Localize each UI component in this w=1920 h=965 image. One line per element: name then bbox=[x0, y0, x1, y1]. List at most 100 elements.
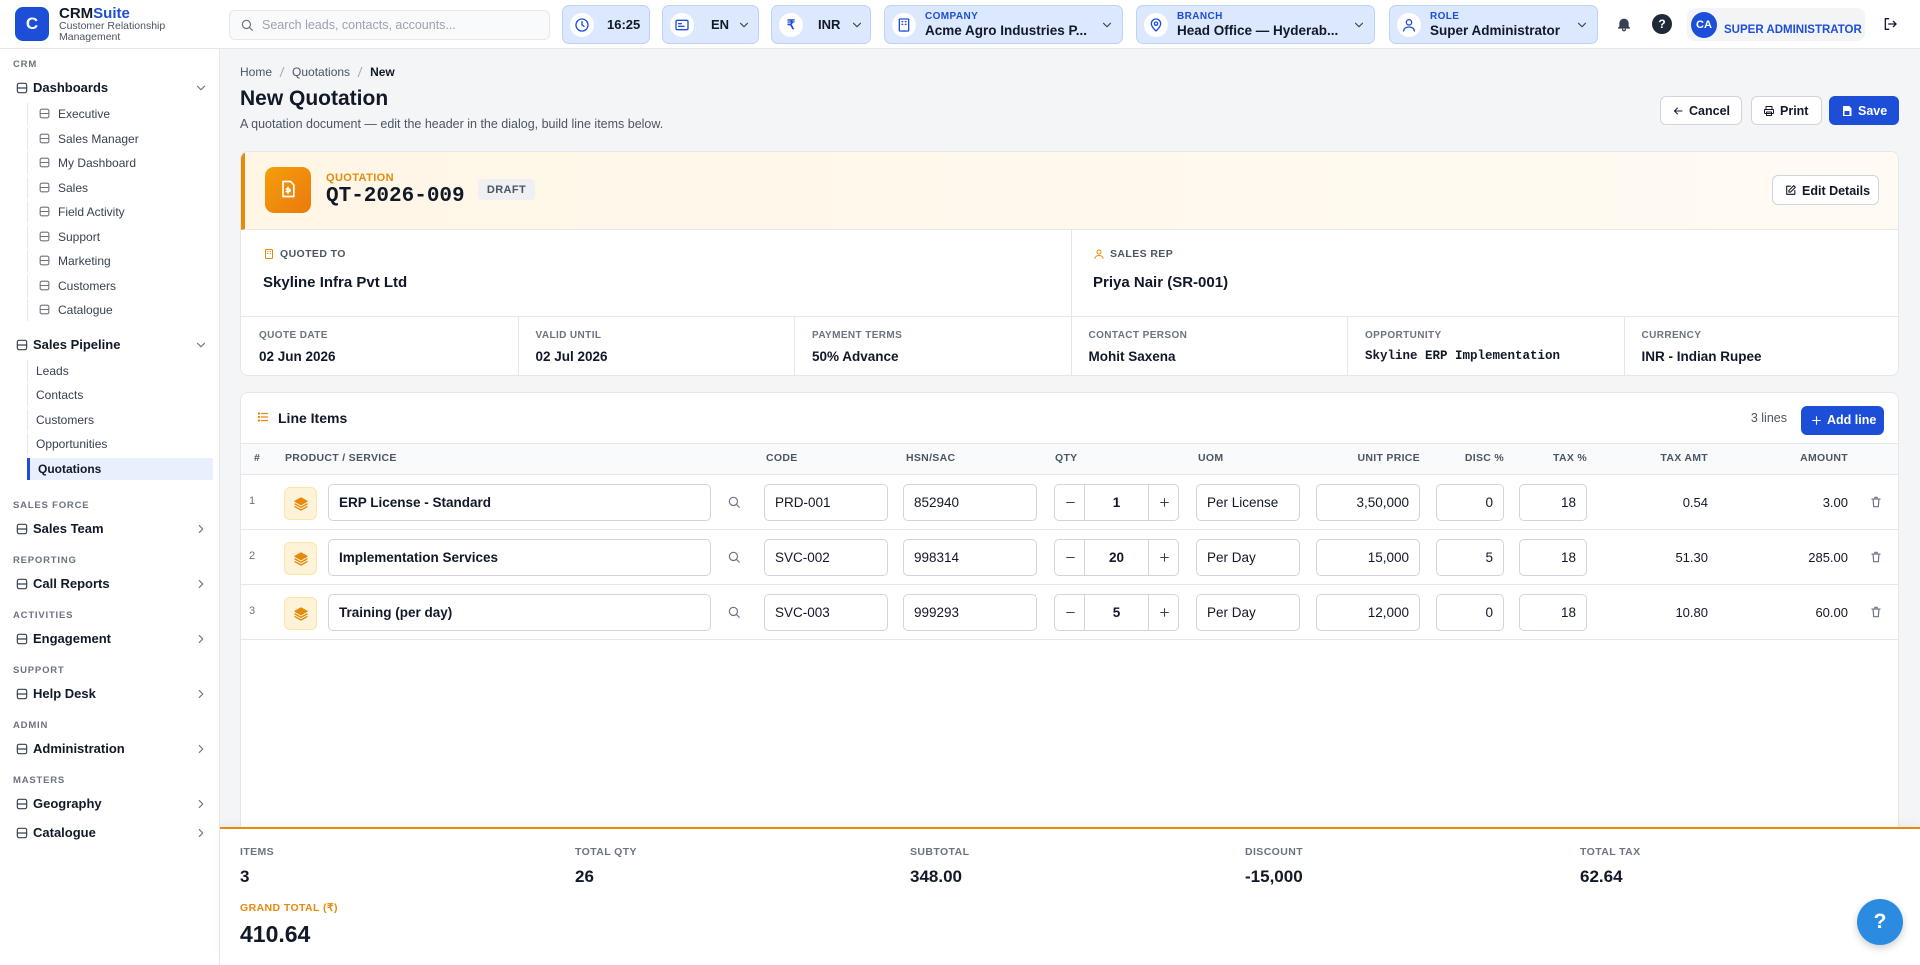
qty-increment[interactable] bbox=[1148, 595, 1178, 630]
nav-group[interactable]: Geography bbox=[8, 792, 212, 816]
input-field[interactable]: Per License bbox=[1196, 484, 1300, 521]
nav-item[interactable]: Customers bbox=[27, 408, 213, 431]
nav-item[interactable]: Quotations bbox=[27, 457, 213, 480]
column-header: DISC % bbox=[1464, 452, 1504, 464]
nav-item[interactable]: Contacts bbox=[27, 384, 213, 406]
nav-item[interactable]: Executive bbox=[27, 103, 213, 125]
party-label: SALES REP bbox=[1110, 248, 1174, 260]
input-field[interactable]: 998314 bbox=[903, 539, 1037, 576]
breadcrumb-item[interactable]: Quotations bbox=[292, 65, 351, 79]
edit-button[interactable]: Edit Details bbox=[1772, 175, 1879, 205]
input-field[interactable]: 5 bbox=[1436, 539, 1504, 576]
pill-icon: ₹ bbox=[779, 13, 803, 37]
nav-group[interactable]: Dashboards bbox=[8, 76, 212, 100]
input-field[interactable]: Per Day bbox=[1196, 539, 1300, 576]
input-field[interactable]: 18 bbox=[1519, 539, 1587, 576]
button-label: Print bbox=[1780, 104, 1809, 118]
input-field[interactable]: PRD-001 bbox=[764, 484, 888, 521]
nav-item[interactable]: Marketing bbox=[27, 250, 213, 272]
input-field[interactable]: Per Day bbox=[1196, 594, 1300, 631]
button-icon bbox=[1672, 105, 1684, 117]
input-field[interactable]: 18 bbox=[1519, 484, 1587, 521]
summary-label: TOTAL TAX bbox=[1580, 846, 1641, 858]
input-field[interactable]: 3,50,000 bbox=[1316, 484, 1420, 521]
add-line-button[interactable]: Add line bbox=[1801, 406, 1884, 435]
nav-group-label: Engagement bbox=[33, 631, 112, 646]
qty-value[interactable]: 5 bbox=[1112, 605, 1121, 620]
page-subtitle: A quotation document — edit the header i… bbox=[240, 117, 664, 131]
currency-pill[interactable]: ₹ INR bbox=[771, 5, 871, 44]
nav-item-label: Executive bbox=[58, 107, 111, 121]
qty-value[interactable]: 20 bbox=[1108, 550, 1125, 565]
nav-item[interactable]: Field Activity bbox=[27, 201, 213, 223]
logout[interactable] bbox=[1876, 11, 1904, 37]
help-fab[interactable]: ? bbox=[1857, 899, 1903, 945]
nav-group[interactable]: Catalogue bbox=[8, 821, 212, 845]
nav-item[interactable]: Sales Manager bbox=[27, 127, 213, 150]
input-field[interactable]: 852940 bbox=[903, 484, 1037, 521]
column-header: AMOUNT bbox=[1800, 452, 1848, 464]
nav-item-label: Contacts bbox=[36, 388, 84, 402]
nav-item[interactable]: Opportunities bbox=[27, 433, 213, 455]
input-field[interactable]: 18 bbox=[1519, 594, 1587, 631]
input-field[interactable]: Training (per day) bbox=[328, 594, 711, 631]
branch[interactable]: BRANCH Head Office — Hyderab... bbox=[1136, 5, 1375, 44]
product-search[interactable] bbox=[727, 495, 743, 511]
qty-value[interactable]: 1 bbox=[1112, 495, 1121, 510]
field-value: INR - Indian Rupee bbox=[1641, 349, 1762, 364]
input-field[interactable]: Implementation Services bbox=[328, 539, 711, 576]
input-field[interactable]: 0 bbox=[1436, 484, 1504, 521]
qty-increment[interactable] bbox=[1148, 485, 1178, 520]
breadcrumb-item[interactable]: Home bbox=[240, 65, 273, 79]
divider bbox=[1623, 316, 1625, 375]
search-box[interactable]: Search leads, contacts, accounts... bbox=[229, 10, 550, 40]
breadcrumb-item: New bbox=[370, 65, 395, 79]
doc-icon bbox=[278, 179, 298, 199]
nav-group[interactable]: Call Reports bbox=[8, 572, 212, 596]
icon bbox=[574, 17, 590, 33]
product-search[interactable] bbox=[727, 550, 743, 566]
line-item-row: 3 Training (per day) SVC-003 999293 5 Per Day… bbox=[241, 585, 1898, 640]
input-field[interactable]: 999293 bbox=[903, 594, 1037, 631]
column-header: HSN/SAC bbox=[906, 452, 956, 464]
input-field[interactable]: SVC-002 bbox=[764, 539, 888, 576]
divider bbox=[1071, 230, 1072, 316]
delete-row[interactable] bbox=[1869, 495, 1883, 509]
nav-item[interactable]: Catalogue bbox=[27, 299, 213, 321]
nav-group[interactable]: Sales Pipeline bbox=[8, 333, 212, 357]
header-button[interactable]: Save bbox=[1829, 96, 1899, 125]
nav-group[interactable]: Engagement bbox=[8, 627, 212, 651]
language-pill[interactable]: EN bbox=[662, 5, 759, 44]
nav-icon bbox=[38, 132, 51, 145]
input-field[interactable]: 12,000 bbox=[1316, 594, 1420, 631]
header-button[interactable]: Print bbox=[1751, 96, 1822, 125]
input-field[interactable]: 15,000 bbox=[1316, 539, 1420, 576]
notifications[interactable] bbox=[1611, 11, 1637, 37]
nav-item[interactable]: Sales bbox=[27, 176, 213, 199]
delete-row[interactable] bbox=[1869, 550, 1883, 564]
nav-item[interactable]: Support bbox=[27, 225, 213, 248]
nav-item[interactable]: Customers bbox=[27, 274, 213, 297]
help-button[interactable]: ? bbox=[1652, 14, 1672, 34]
delete-row[interactable] bbox=[1869, 605, 1883, 619]
time-pill[interactable]: 16:25 bbox=[562, 5, 650, 44]
user-menu[interactable]: CA SUPER ADMINISTRATOR bbox=[1687, 8, 1865, 41]
qty-increment[interactable] bbox=[1148, 540, 1178, 575]
nav-group[interactable]: Help Desk bbox=[8, 682, 212, 706]
input-field[interactable]: ERP License - Standard bbox=[328, 484, 711, 521]
header-button[interactable]: Cancel bbox=[1660, 96, 1742, 125]
field-value: Mohit Saxena bbox=[1088, 349, 1176, 364]
chevron bbox=[1100, 18, 1114, 32]
nav-group[interactable]: Sales Team bbox=[8, 517, 212, 541]
nav-item[interactable]: My Dashboard bbox=[27, 152, 213, 174]
input-field[interactable]: 0 bbox=[1436, 594, 1504, 631]
product-search[interactable] bbox=[727, 605, 743, 621]
nav-item[interactable]: Leads bbox=[27, 359, 213, 382]
company[interactable]: COMPANY Acme Agro Industries P... bbox=[884, 5, 1123, 44]
nav-group[interactable]: Administration bbox=[8, 737, 212, 761]
input-field[interactable]: SVC-003 bbox=[764, 594, 888, 631]
role[interactable]: ROLE Super Administrator bbox=[1389, 5, 1598, 44]
qty-decrement[interactable] bbox=[1055, 540, 1085, 575]
qty-decrement[interactable] bbox=[1055, 485, 1085, 520]
qty-decrement[interactable] bbox=[1055, 595, 1085, 630]
